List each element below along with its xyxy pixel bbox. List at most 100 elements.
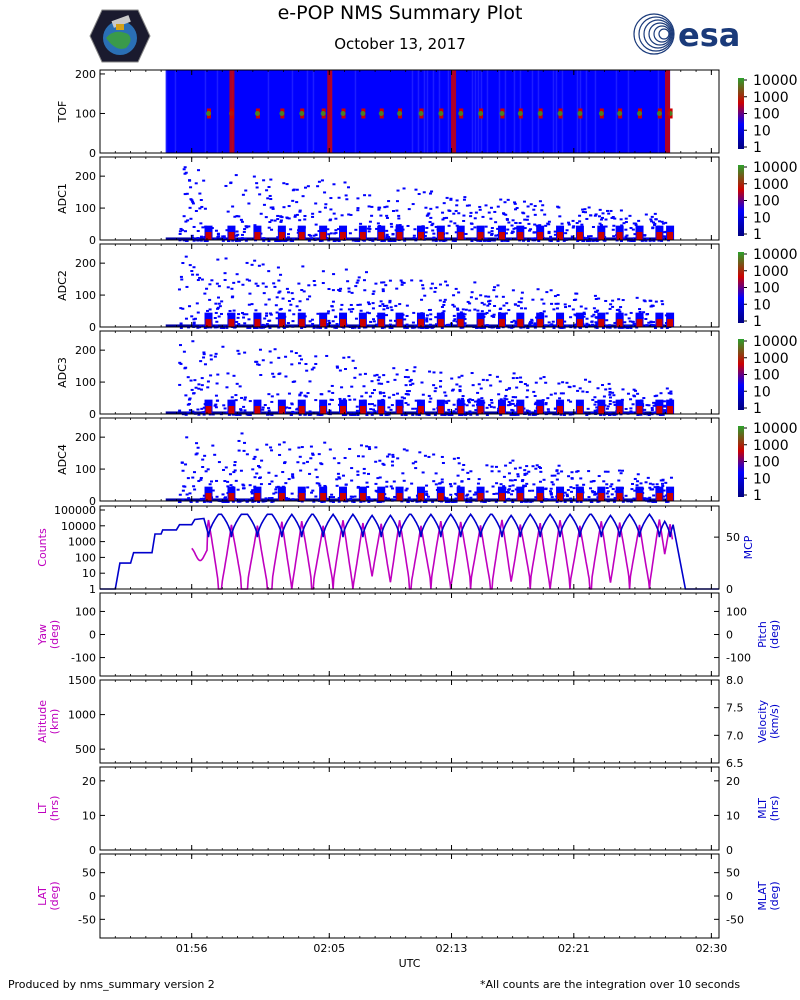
adc-count xyxy=(550,474,554,477)
adc-count xyxy=(235,320,239,323)
adc-count xyxy=(224,257,228,260)
adc-count xyxy=(370,380,374,383)
adc-count xyxy=(661,303,665,306)
adc-count xyxy=(277,279,281,282)
y-tick-label-right: 50 xyxy=(726,867,740,880)
adc-count xyxy=(287,217,291,220)
adc-count xyxy=(567,221,571,224)
adc-count xyxy=(425,413,429,416)
adc-count xyxy=(291,473,295,476)
adc-peak xyxy=(537,406,544,414)
adc-count xyxy=(368,194,372,197)
adc-count xyxy=(493,286,497,289)
adc-count xyxy=(601,212,605,215)
adc-count xyxy=(274,239,278,242)
adc-count xyxy=(332,183,336,186)
adc-count xyxy=(487,295,491,298)
adc-count xyxy=(591,225,595,228)
adc-count xyxy=(267,393,271,396)
adc-count xyxy=(202,353,206,356)
adc-count xyxy=(264,216,268,219)
adc-peak xyxy=(557,319,564,327)
adc-count xyxy=(286,217,290,220)
adc-count xyxy=(542,326,546,329)
adc-count xyxy=(184,171,188,174)
adc-count xyxy=(396,457,400,460)
adc-count xyxy=(347,395,351,398)
adc-count xyxy=(564,306,568,309)
adc-count xyxy=(298,394,302,397)
adc-count xyxy=(549,235,553,238)
adc-count xyxy=(453,222,457,225)
adc-count xyxy=(617,469,621,472)
adc-count xyxy=(592,313,596,316)
adc-count xyxy=(442,300,446,303)
adc-count xyxy=(223,497,227,500)
adc-count xyxy=(469,412,473,415)
adc-count xyxy=(395,200,399,203)
adc-count xyxy=(630,482,634,485)
colorbar-label: 1000 xyxy=(753,177,789,193)
adc-count xyxy=(424,490,428,493)
adc-count xyxy=(563,320,567,323)
y-tick-label-left: 10 xyxy=(82,809,96,822)
footer-version-note: Produced by nms_summary version 2 xyxy=(8,978,215,991)
adc-count xyxy=(208,308,212,311)
adc-count xyxy=(248,279,252,282)
adc-count xyxy=(242,230,246,233)
adc-count xyxy=(255,360,259,363)
adc-count xyxy=(199,222,203,225)
y-tick-label-right: 7.0 xyxy=(726,729,744,742)
adc-count xyxy=(425,320,429,323)
adc-count xyxy=(432,408,436,411)
tof-spike-core xyxy=(378,110,384,116)
adc-count xyxy=(261,282,265,285)
adc-count xyxy=(421,393,425,396)
adc-count xyxy=(494,500,498,503)
adc-count xyxy=(200,278,204,281)
adc-count xyxy=(544,402,548,405)
adc-peak xyxy=(359,319,366,327)
adc-count xyxy=(473,226,477,229)
adc-count xyxy=(332,496,336,499)
adc-count xyxy=(621,469,625,472)
adc-count xyxy=(588,380,592,383)
adc-count xyxy=(505,388,509,391)
adc-count xyxy=(455,199,459,202)
adc-count xyxy=(215,282,219,285)
adc-count xyxy=(356,207,360,210)
adc-count xyxy=(315,476,319,479)
adc-count xyxy=(442,202,446,205)
adc-count xyxy=(596,387,600,390)
adc-count xyxy=(662,489,666,492)
adc-peak xyxy=(298,406,305,414)
adc-peak xyxy=(537,232,544,240)
adc-count xyxy=(330,493,334,496)
adc-count xyxy=(587,235,591,238)
colorbar-label: 1000 xyxy=(753,351,789,367)
adc-count xyxy=(654,300,658,303)
adc-peak xyxy=(378,319,385,327)
adc-count xyxy=(429,287,433,290)
adc-count xyxy=(270,395,274,398)
adc-count xyxy=(533,323,537,326)
adc-count xyxy=(406,393,410,396)
adc-count xyxy=(354,317,358,320)
adc-count xyxy=(432,236,436,239)
adc-peak xyxy=(228,493,235,501)
colorbar-label: 10000 xyxy=(753,73,798,89)
adc-count xyxy=(183,172,187,175)
adc-count xyxy=(248,484,252,487)
adc-count xyxy=(372,290,376,293)
adc-count xyxy=(621,500,625,503)
tof-streak xyxy=(423,70,426,153)
adc-count xyxy=(327,288,331,291)
adc-count xyxy=(293,214,297,217)
adc-count xyxy=(253,224,257,227)
adc-count xyxy=(561,381,565,384)
adc-count xyxy=(385,235,389,238)
adc-count xyxy=(370,498,374,501)
adc-count xyxy=(441,218,445,221)
adc-count xyxy=(563,491,567,494)
